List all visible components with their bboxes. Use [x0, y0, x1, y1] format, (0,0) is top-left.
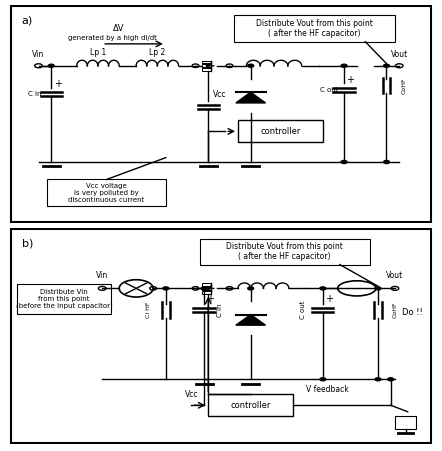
Text: Distribute Vin
from this point
(before the input capacitor): Distribute Vin from this point (before t… [15, 289, 112, 309]
Circle shape [320, 287, 326, 290]
Text: V feedback: V feedback [306, 385, 348, 394]
Text: Lp 1: Lp 1 [90, 48, 106, 57]
Text: controller: controller [260, 127, 301, 136]
Bar [202, 291, 211, 294]
Bar [395, 416, 416, 429]
Text: Vcc: Vcc [185, 390, 198, 399]
Text: Vout: Vout [386, 271, 404, 280]
Bar [202, 283, 211, 286]
Text: CoHF: CoHF [401, 77, 406, 94]
Circle shape [375, 378, 381, 381]
Circle shape [201, 287, 207, 290]
Bar [202, 60, 211, 63]
Bar [17, 284, 110, 314]
Circle shape [48, 64, 54, 67]
Bar [202, 64, 211, 67]
Text: Vin: Vin [96, 271, 108, 280]
Circle shape [341, 64, 347, 67]
Text: +: + [53, 78, 61, 88]
Text: Vout: Vout [391, 50, 408, 59]
Text: a): a) [22, 15, 33, 25]
Text: Vcc voltage
is very polluted by
discontinuous current: Vcc voltage is very polluted by disconti… [68, 183, 145, 202]
Text: ΔV: ΔV [114, 24, 125, 33]
Circle shape [384, 161, 389, 164]
Text: Lp 2: Lp 2 [149, 48, 165, 57]
Bar [208, 395, 293, 416]
Text: Vcc: Vcc [213, 91, 226, 100]
Bar [200, 239, 370, 265]
Text: +: + [206, 295, 214, 304]
Circle shape [375, 287, 381, 290]
Circle shape [341, 161, 347, 164]
Text: generated by a high dI/dt: generated by a high dI/dt [68, 35, 157, 41]
Bar [234, 15, 395, 41]
Text: C in: C in [27, 91, 41, 97]
Text: C in: C in [217, 303, 223, 317]
Bar [202, 287, 211, 290]
Circle shape [384, 64, 389, 67]
Bar [47, 179, 166, 206]
Text: controller: controller [231, 401, 271, 410]
Text: Distribute Vout from this point
( after the HF capacitor): Distribute Vout from this point ( after … [226, 242, 343, 261]
Circle shape [388, 378, 394, 381]
Text: CoHF: CoHF [393, 302, 398, 318]
Bar [202, 69, 211, 71]
Text: Do !!: Do !! [402, 308, 422, 317]
Circle shape [248, 64, 254, 67]
Text: C out: C out [320, 87, 339, 93]
Text: Ci HF: Ci HF [146, 302, 151, 318]
Text: C out: C out [300, 301, 306, 319]
Circle shape [320, 378, 326, 381]
Bar [238, 120, 323, 143]
Text: Distribute Vout from this point
( after the HF capacitor): Distribute Vout from this point ( after … [256, 19, 373, 38]
Text: +: + [347, 75, 354, 85]
Text: Vin: Vin [32, 50, 45, 59]
Text: b): b) [22, 239, 33, 249]
Circle shape [248, 287, 254, 290]
Polygon shape [236, 314, 266, 325]
Text: +: + [325, 295, 333, 304]
Polygon shape [236, 92, 266, 103]
Circle shape [163, 287, 169, 290]
